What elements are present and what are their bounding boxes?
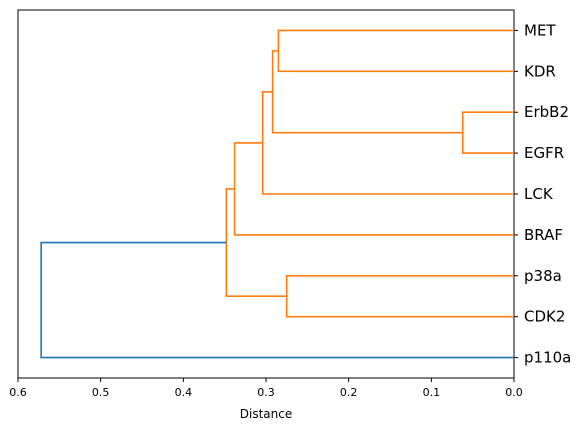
leaf-label-kdr: KDR <box>524 62 556 80</box>
x-tick-label: 0.0 <box>505 386 523 399</box>
leaf-label-p110a: p110a <box>524 349 571 367</box>
leaf-label-lck: LCK <box>524 185 554 203</box>
dendrogram-link-3 <box>285 274 514 318</box>
dendrogram-link-1 <box>461 111 514 154</box>
leaf-label-met: MET <box>524 21 556 39</box>
x-axis-label: Distance <box>240 407 292 421</box>
dendrogram-link-8 <box>40 241 514 359</box>
x-tick-label: 0.2 <box>340 386 358 399</box>
x-axis-ticks: 0.6 0.5 0.4 0.3 0.2 0.1 0.0 <box>9 378 523 399</box>
x-tick-label: 0.3 <box>257 386 275 399</box>
x-tick-label: 0.1 <box>423 386 441 399</box>
leaf-labels: MET KDR ErbB2 EGFR LCK BRAF p38a CDK2 p110a <box>514 21 571 367</box>
dendrogram-link-6 <box>233 142 514 236</box>
leaf-label-egfr: EGFR <box>524 144 564 162</box>
x-tick-label: 0.6 <box>9 386 27 399</box>
leaf-label-cdk2: CDK2 <box>524 308 565 326</box>
dendrogram-link-4 <box>271 50 463 134</box>
x-tick-label: 0.4 <box>175 386 193 399</box>
leaf-label-braf: BRAF <box>524 226 563 244</box>
leaf-label-p38a: p38a <box>524 267 562 285</box>
x-tick-label: 0.5 <box>92 386 110 399</box>
dendrogram-links <box>40 29 514 359</box>
leaf-label-erbb2: ErbB2 <box>524 103 569 121</box>
dendrogram-link-5 <box>261 90 514 195</box>
dendrogram-link-2 <box>277 29 514 73</box>
